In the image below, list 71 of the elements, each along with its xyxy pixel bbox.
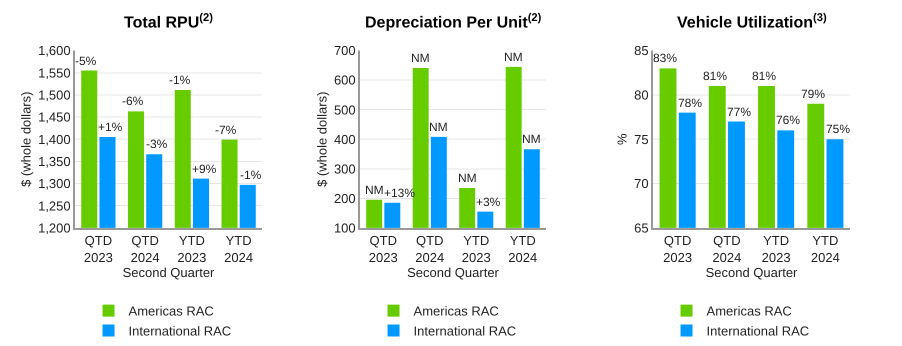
x-tick-label: YTD 2023	[762, 233, 791, 266]
legend-label: International RAC	[128, 324, 232, 339]
annotation: NM	[429, 120, 448, 134]
y-tick-label: 1,250	[38, 198, 71, 214]
annotation: -5%	[75, 54, 97, 68]
legend-label: Americas RAC	[706, 304, 792, 319]
y-tick-label: 100	[334, 220, 356, 236]
x-tick-label: QTD 2023	[84, 233, 113, 266]
y-tick-label: 1,350	[38, 154, 71, 169]
y-axis-title: %	[614, 133, 630, 146]
y-tick-label: 600	[334, 72, 356, 88]
data-label: 77%	[727, 105, 752, 119]
y-tick-label: 1,600	[38, 43, 71, 58]
annotation: +9%	[192, 162, 217, 176]
data-label: 75%	[826, 122, 850, 136]
annotation: -6%	[122, 94, 144, 108]
y-tick-label: 75	[634, 132, 649, 147]
y-tick-label: 1,200	[38, 220, 71, 236]
annotation: NM	[522, 132, 541, 146]
annotation: NM	[411, 51, 430, 65]
legend-label: Americas RAC	[128, 304, 214, 319]
y-axis-title: $ (whole dollars)	[314, 92, 330, 187]
annotation: NM	[365, 183, 384, 197]
legend-label: Americas RAC	[414, 304, 499, 319]
x-tick-label: QTD 2024	[415, 233, 444, 266]
chart-title: Vehicle Utilization$^{(3)}$	[677, 12, 827, 32]
data-label: 83%	[653, 51, 678, 65]
x-tick-label: QTD 2024	[712, 233, 742, 266]
chart-title: Depreciation Per Unit$^{(2)}$	[365, 12, 542, 32]
x-axis-title: Second Quarter	[407, 265, 500, 280]
x-tick-label: QTD 2023	[368, 233, 398, 266]
y-tick-label: 200	[334, 190, 356, 206]
x-tick-label: QTD 2023	[663, 233, 692, 266]
legend-label: International RAC	[414, 324, 516, 339]
y-tick-label: 1,450	[38, 110, 71, 125]
x-tick-label: YTD 2024	[224, 233, 254, 266]
x-axis-title: Second Quarter	[706, 265, 798, 280]
y-tick-label: 1,400	[38, 132, 71, 147]
y-tick-label: 85	[634, 43, 649, 58]
x-tick-label: YTD 2023	[177, 233, 206, 266]
y-tick-label: 80	[634, 87, 649, 102]
data-label: 81%	[752, 69, 776, 83]
annotation: -1%	[169, 73, 191, 87]
x-tick-label: QTD 2024	[130, 233, 160, 266]
data-label: 81%	[703, 69, 728, 83]
legend-label: International RAC	[706, 324, 810, 339]
annotation: -7%	[215, 123, 237, 137]
y-tick-label: 1,300	[38, 176, 71, 192]
y-tick-label: 500	[334, 102, 356, 118]
x-tick-label: YTD 2023	[462, 233, 491, 266]
x-axis-title: Second Quarter	[122, 265, 216, 280]
annotation: NM	[504, 50, 523, 64]
x-tick-label: YTD 2024	[810, 233, 840, 266]
x-tick-label: YTD 2024	[508, 233, 538, 266]
annotation: NM	[458, 171, 477, 185]
data-label: 76%	[776, 113, 800, 127]
annotation: -1%	[240, 168, 262, 182]
data-label: 79%	[801, 87, 826, 101]
y-axis-title: $ (whole dollars)	[18, 92, 34, 187]
data-label: 78%	[678, 96, 702, 110]
y-tick-label: 1,550	[38, 65, 71, 80]
annotation: +3%	[476, 195, 501, 209]
annotation: +1%	[98, 120, 123, 134]
y-tick-label: 70	[634, 176, 649, 192]
annotation: -3%	[146, 137, 168, 151]
y-tick-label: 1,500	[38, 87, 71, 102]
chart-title: Total RPU$^{(2)}$	[124, 12, 214, 32]
y-tick-label: 400	[334, 132, 356, 147]
y-tick-label: 65	[634, 220, 649, 236]
y-tick-label: 300	[334, 161, 356, 176]
y-tick-label: 700	[334, 43, 356, 58]
